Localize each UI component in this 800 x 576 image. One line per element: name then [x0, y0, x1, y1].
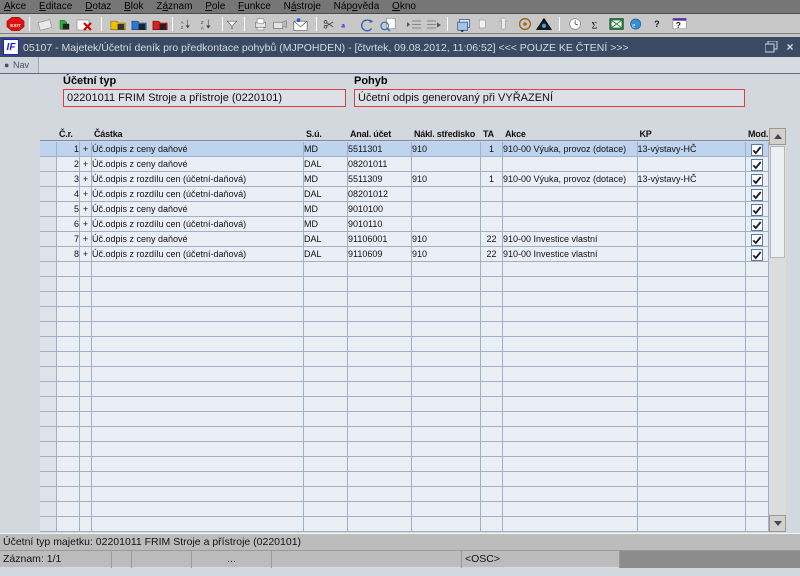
svg-text:EXIT: EXIT: [10, 23, 21, 29]
svg-text:A: A: [201, 25, 204, 30]
svg-text:?: ?: [654, 19, 659, 29]
svg-text:Z: Z: [181, 25, 184, 30]
svg-text:a: a: [341, 21, 345, 30]
svg-text:e: e: [632, 22, 635, 29]
svg-text:?: ?: [676, 20, 681, 30]
svg-text:Z: Z: [201, 20, 204, 25]
svg-text:Σ: Σ: [592, 21, 598, 32]
